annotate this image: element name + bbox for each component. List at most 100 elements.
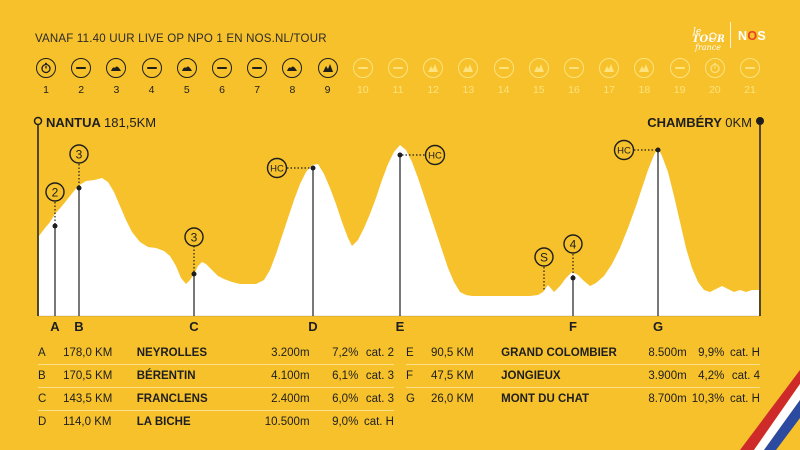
flat-icon (674, 67, 685, 69)
climb-name: LA BICHE (136, 416, 191, 428)
stage-17: 17 (597, 58, 621, 96)
climb-gradient: 6,0% (309, 387, 359, 411)
stage-5-number: 5 (183, 84, 190, 96)
stage-13: 13 (456, 58, 480, 96)
broadcast-info: VANAF 11.40 UUR LIVE OP NPO 1 EN NOS.NL/… (35, 33, 327, 45)
stage-5: 5 (175, 58, 199, 96)
stage-1-badge (36, 58, 56, 78)
start-label: NANTUA 181,5KM (46, 115, 156, 130)
mountain-icon (463, 64, 474, 72)
stage-16-badge (564, 58, 584, 78)
flat-icon (252, 67, 263, 69)
climb-row: C 143,5 KM FRANCLENS 2.400m 6,0% cat. 3 (38, 387, 394, 411)
stage-13-badge (458, 58, 479, 78)
finish-label: CHAMBÉRY 0KM (647, 115, 752, 130)
marker-c-letter: C (189, 319, 199, 334)
marker-c: 3 C (184, 227, 204, 334)
stage-10-number: 10 (356, 84, 369, 96)
stage-1: 1 (34, 58, 58, 96)
mountain-icon (639, 64, 650, 72)
climb-name: MONT DU CHAT (501, 393, 590, 405)
climb-length: 8.500m (616, 342, 687, 365)
climb-length: 4.100m (207, 364, 310, 388)
climb-row: F 47,5 KM JONGIEUX 3.900m 4,2% cat. 4 (406, 364, 760, 388)
marker-b: 3 B (69, 144, 89, 334)
marker-e-cat: HC (428, 151, 442, 162)
mountain-icon (533, 64, 544, 72)
stage-3-number: 3 (113, 84, 120, 96)
climb-row: E 90,5 KM GRAND COLOMBIER 8.500m 9,9% cat. H (406, 342, 760, 365)
clock-icon (41, 62, 51, 74)
stage-11-badge (388, 58, 408, 78)
stage-2-badge (71, 58, 92, 78)
stage-10-badge (352, 58, 373, 78)
climb-km: 90,5 KM (430, 342, 502, 365)
dutch-flag-ribbon (740, 370, 800, 450)
stage-20-number: 20 (708, 84, 721, 96)
stage-19-badge (669, 58, 690, 78)
start-km: 181,5KM (104, 115, 157, 130)
marker-f: 4 F (563, 234, 583, 334)
climb-km: 178,0 KM (63, 342, 137, 365)
svg-text:le: le (693, 27, 701, 37)
climb-length: 3.900m (616, 364, 687, 388)
stage-3-badge (106, 58, 127, 78)
marker-c-cat: 3 (191, 231, 198, 245)
climb-row: G 26,0 KM MONT DU CHAT 8.700m 10,3% cat. H (406, 388, 760, 411)
stage-20-badge (704, 58, 725, 78)
flat-icon (146, 67, 157, 69)
climb-name: FRANCLENS (136, 387, 208, 411)
marker-sprint: S (534, 247, 554, 291)
stage-12-badge (423, 58, 444, 78)
climb-name: JONGIEUX (501, 364, 617, 388)
climb-category: cat. 4 (724, 364, 760, 388)
marker-d-cat: HC (270, 164, 284, 175)
climb-letter: B (38, 364, 64, 388)
mountain-icon (604, 64, 615, 72)
climb-length: 2.400m (207, 387, 310, 411)
marker-b-letter: B (74, 319, 83, 334)
svg-text:france: france (694, 43, 721, 52)
stage-21-badge (740, 58, 760, 78)
tour-de-france-logo: le TOUR france (692, 27, 724, 52)
marker-a-letter: A (50, 319, 60, 334)
climb-gradient: 4,2% (686, 364, 725, 388)
marker-g-letter: G (653, 319, 663, 334)
climb-row: D 114,0 KM LA BICHE 10.500m 9,0% cat. H (38, 411, 394, 434)
climb-name: BÉRENTIN (136, 364, 208, 388)
hilly-icon (181, 66, 192, 71)
climb-category: cat. H (363, 416, 394, 428)
climb-letter: D (38, 416, 47, 428)
stage-6: 6 (210, 58, 234, 96)
climb-gradient: 10,3% (691, 393, 725, 405)
finish-name: CHAMBÉRY (647, 115, 722, 130)
finish-km: 0KM (725, 115, 752, 130)
climb-category: cat. 3 (358, 364, 394, 388)
stage-list: 1 2 3 4 5 6 7 8 9 10 11 12 13 14 15 16 17 18 19 20 21 (0, 58, 800, 98)
stage-3: 3 (104, 58, 128, 96)
marker-e-letter: E (396, 319, 405, 334)
flat-icon (76, 67, 87, 69)
climb-gradient: 6,1% (309, 364, 359, 388)
climb-name: NEYROLLES (136, 342, 208, 365)
mountain-icon (322, 64, 333, 72)
climb-letter: F (406, 364, 431, 388)
stage-12: 12 (421, 58, 445, 96)
logo-divider (730, 22, 731, 48)
climb-letter: G (406, 393, 415, 405)
climb-letter: A (38, 342, 64, 365)
climb-row: B 170,5 KM BÉRENTIN 4.100m 6,1% cat. 3 (38, 364, 394, 388)
climb-row: A 178,0 KM NEYROLLES 3.200m 7,2% cat. 2 (38, 342, 394, 365)
climb-km: 26,0 KM (430, 393, 474, 405)
stage-11: 11 (386, 58, 410, 96)
stage-14-number: 14 (497, 84, 510, 96)
stage-14-badge (493, 58, 514, 78)
stage-16: 16 (562, 58, 586, 96)
finish-dot (756, 117, 764, 125)
stage-15: 15 (527, 58, 551, 96)
marker-d: HC D (266, 157, 318, 334)
marker-b-cat: 3 (76, 148, 83, 162)
marker-sprint-label: S (540, 251, 548, 265)
marker-a: 2 A (45, 182, 65, 334)
